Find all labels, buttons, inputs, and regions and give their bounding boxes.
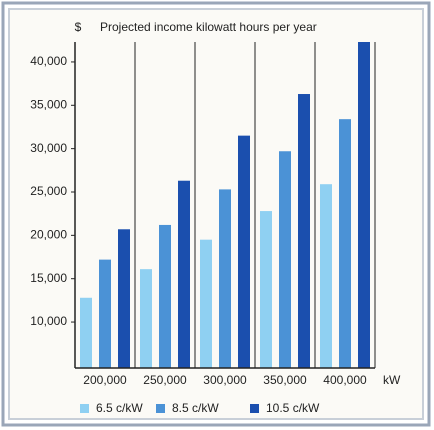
y-tick-label: 20,000 bbox=[30, 228, 67, 242]
y-tick-label: 15,000 bbox=[30, 271, 67, 285]
y-tick-label: 40,000 bbox=[30, 54, 67, 68]
bar bbox=[219, 189, 231, 368]
bar bbox=[279, 151, 291, 368]
x-unit: kW bbox=[383, 373, 401, 387]
bar bbox=[140, 269, 152, 368]
legend-swatch bbox=[250, 404, 259, 413]
bar bbox=[159, 224, 171, 368]
x-tick-label: 350,000 bbox=[263, 373, 307, 387]
x-tick-label: 250,000 bbox=[143, 373, 187, 387]
bar bbox=[178, 180, 190, 368]
bar bbox=[200, 239, 212, 368]
legend-label: 6.5 c/kW bbox=[96, 401, 143, 415]
bar bbox=[80, 297, 92, 368]
x-tick-label: 200,000 bbox=[83, 373, 127, 387]
y-tick-label: 25,000 bbox=[30, 184, 67, 198]
legend-label: 10.5 c/kW bbox=[266, 401, 320, 415]
chart-title: Projected income kilowatt hours per year bbox=[100, 20, 317, 34]
bar bbox=[320, 184, 332, 368]
legend-swatch bbox=[80, 404, 89, 413]
bar bbox=[260, 211, 272, 368]
bar bbox=[238, 135, 250, 368]
bar bbox=[298, 94, 310, 369]
x-tick-label: 400,000 bbox=[323, 373, 367, 387]
legend-swatch bbox=[156, 404, 165, 413]
bar bbox=[339, 119, 351, 369]
y-tick-label: 35,000 bbox=[30, 97, 67, 111]
y-unit: $ bbox=[75, 20, 82, 34]
frame-inner bbox=[8, 8, 424, 420]
x-tick-label: 300,000 bbox=[203, 373, 247, 387]
bar bbox=[118, 229, 130, 368]
legend-label: 8.5 c/kW bbox=[172, 401, 219, 415]
y-tick-label: 10,000 bbox=[30, 314, 67, 328]
y-tick-label: 30,000 bbox=[30, 141, 67, 155]
bar bbox=[358, 42, 370, 368]
bar bbox=[99, 259, 111, 368]
